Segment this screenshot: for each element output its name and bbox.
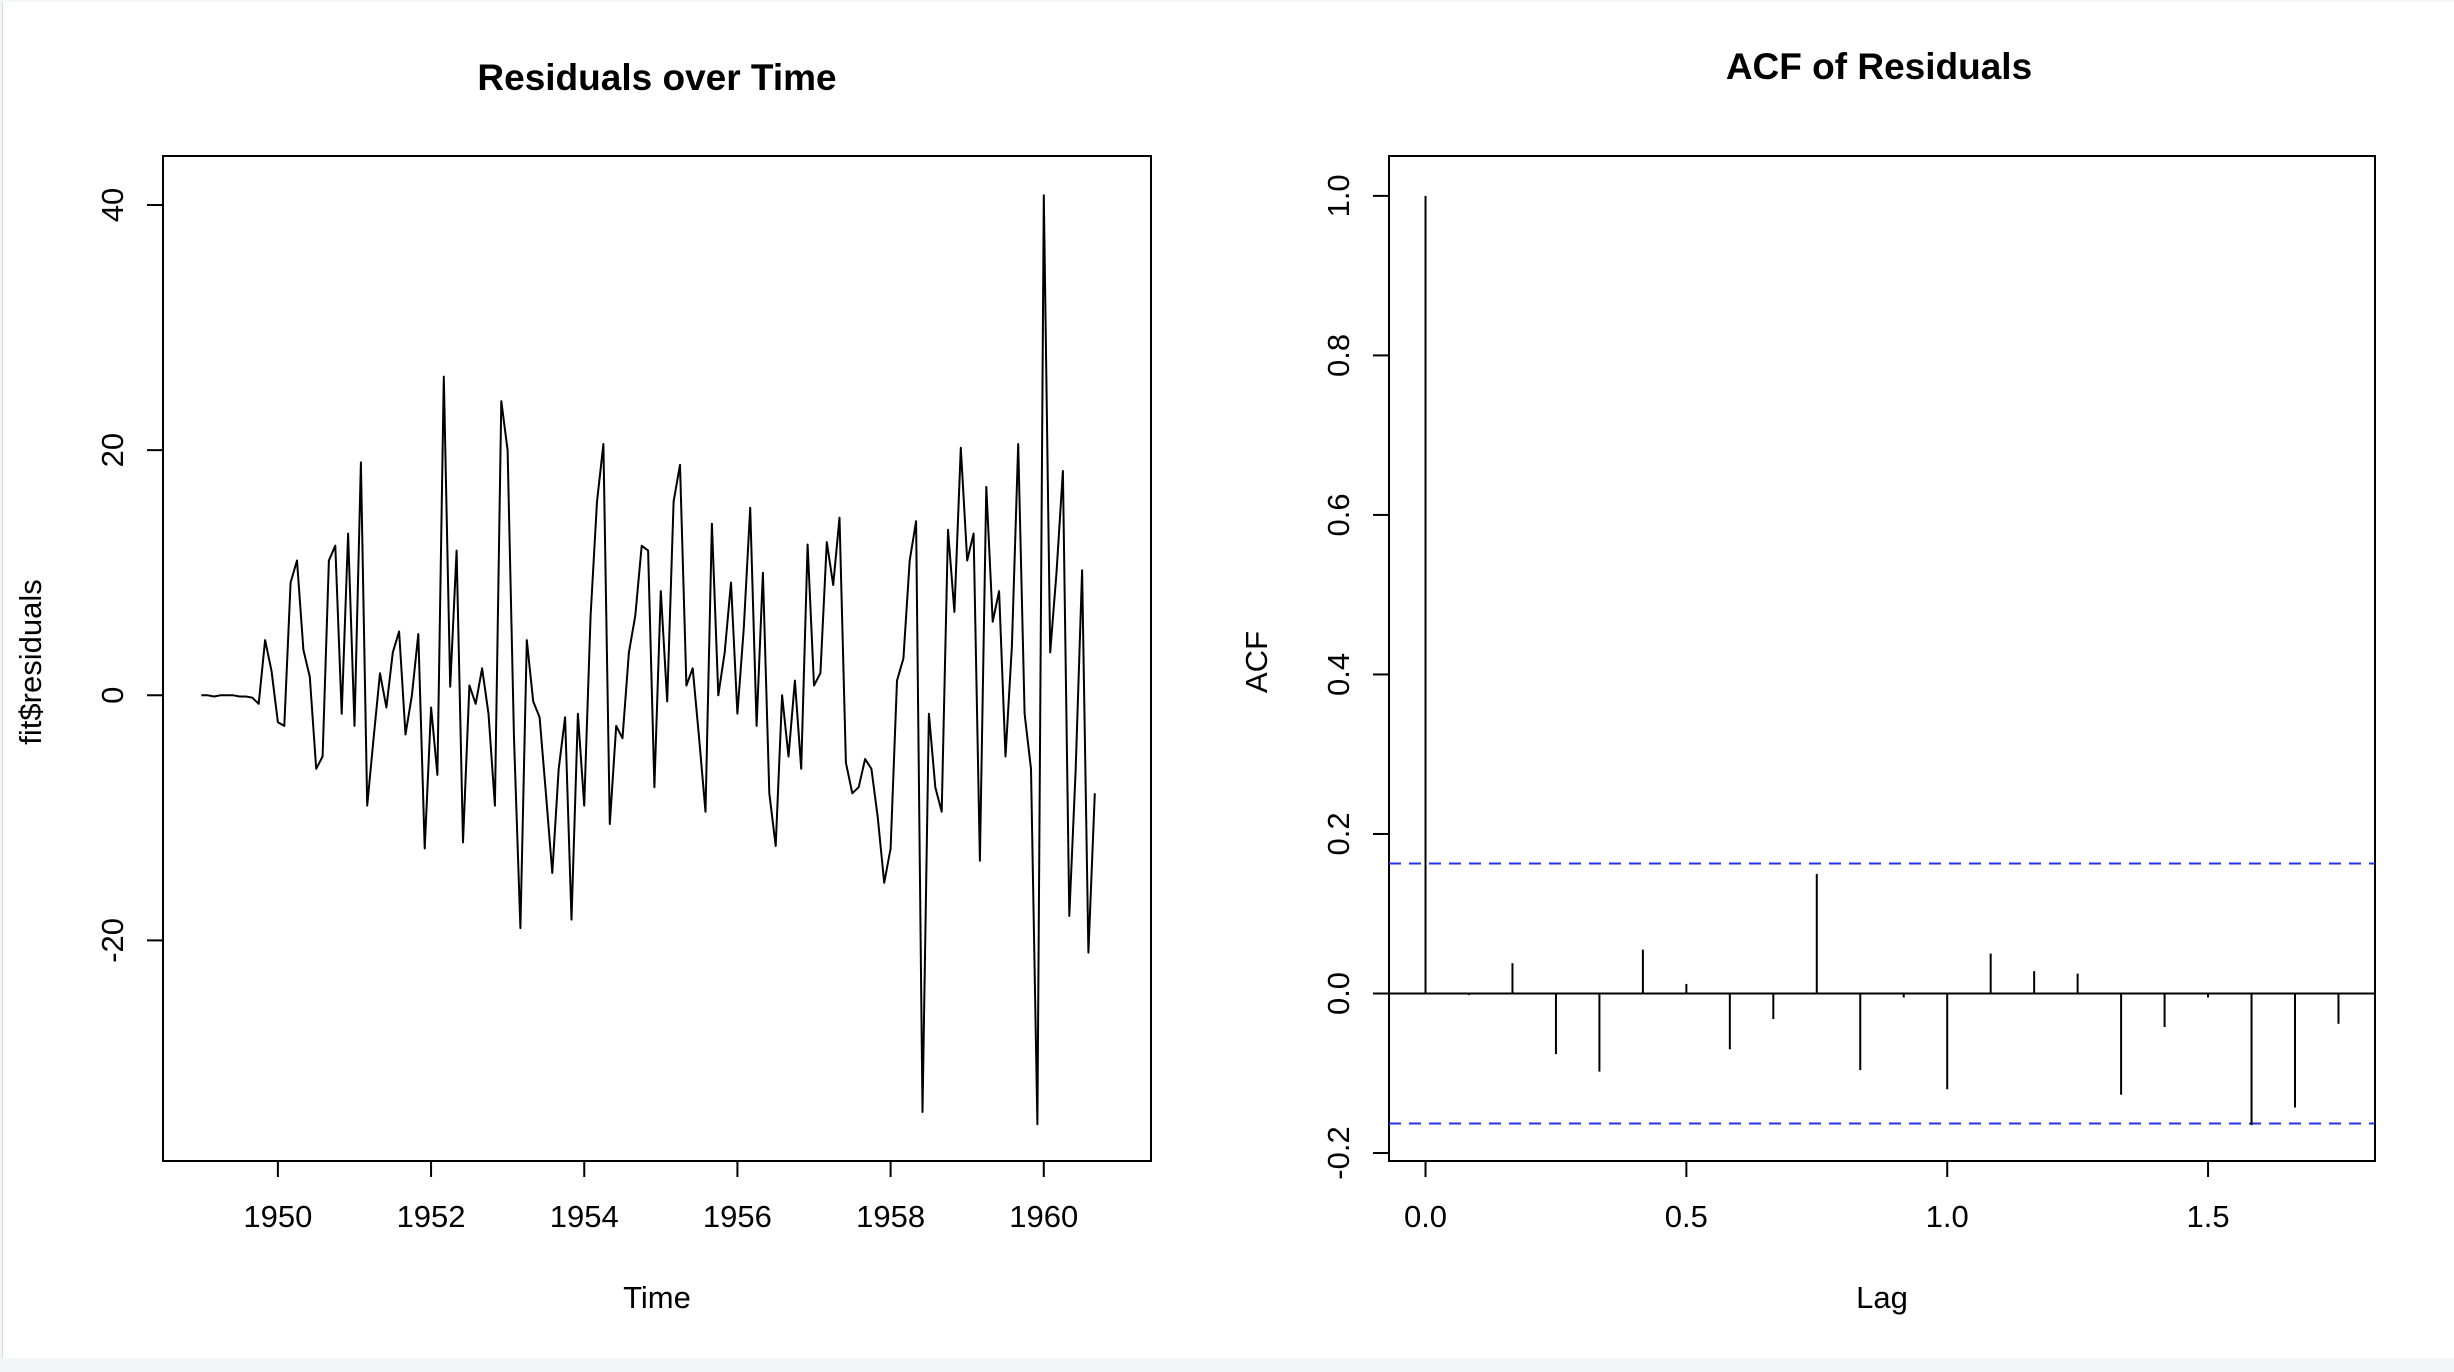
acf-x-tick-label: 0.5	[1665, 1199, 1708, 1234]
acf-y-tick-label: 0.0	[1321, 972, 1356, 1015]
acf-plot-frame	[1388, 155, 2376, 1162]
residuals-y-axis-label: fit$residuals	[13, 579, 48, 744]
acf-y-tick-label: 0.4	[1321, 653, 1356, 696]
residuals-panel: Residuals over Time Time fit$residuals 1…	[13, 57, 1152, 1315]
acf-x-tick-label: 1.0	[1926, 1199, 1969, 1234]
acf-bars	[1424, 195, 2340, 1126]
acf-y-tick-label: 0.2	[1321, 812, 1356, 855]
residuals-x-tick-label: 1954	[550, 1199, 619, 1234]
residuals-x-tick-label: 1952	[397, 1199, 466, 1234]
acf-y-ticks: -0.2 0.0 0.2 0.4 0.6 0.8 1.0	[1321, 174, 1390, 1180]
acf-y-tick-label: 0.8	[1321, 334, 1356, 377]
residuals-x-axis-label: Time	[623, 1280, 691, 1315]
residuals-plot-frame	[162, 155, 1152, 1162]
acf-panel: ACF of Residuals Lag ACF 0.0 0.5 1.0 1.5 -0…	[1239, 46, 2376, 1315]
residuals-y-tick-label: 0	[95, 687, 130, 704]
acf-x-ticks: 0.0 0.5 1.0 1.5	[1404, 1160, 2230, 1234]
acf-y-tick-label: 0.6	[1321, 493, 1356, 536]
residuals-x-tick-label: 1950	[243, 1199, 312, 1234]
residuals-x-tick-label: 1956	[703, 1199, 772, 1234]
acf-x-tick-label: 1.5	[2187, 1199, 2230, 1234]
residuals-x-ticks: 1950 1952 1954 1956 1958 1960	[243, 1160, 1078, 1234]
acf-y-tick-label: 1.0	[1321, 174, 1356, 217]
residuals-x-tick-label: 1960	[1009, 1199, 1078, 1234]
charts-svg: Residuals over Time Time fit$residuals 1…	[13, 46, 2376, 1315]
residuals-y-tick-label: 40	[95, 188, 130, 222]
acf-y-axis-label: ACF	[1239, 631, 1274, 693]
acf-x-tick-label: 0.0	[1404, 1199, 1447, 1234]
acf-x-axis-label: Lag	[1856, 1280, 1908, 1315]
residuals-title: Residuals over Time	[477, 57, 836, 98]
residuals-x-tick-label: 1958	[856, 1199, 925, 1234]
acf-title: ACF of Residuals	[1726, 46, 2032, 87]
acf-y-tick-label: -0.2	[1321, 1126, 1356, 1179]
residuals-y-tick-label: 20	[95, 433, 130, 467]
residuals-y-ticks: -20 0 20 40	[95, 188, 164, 963]
residuals-series-line	[201, 194, 1096, 1126]
residuals-y-tick-label: -20	[95, 918, 130, 963]
